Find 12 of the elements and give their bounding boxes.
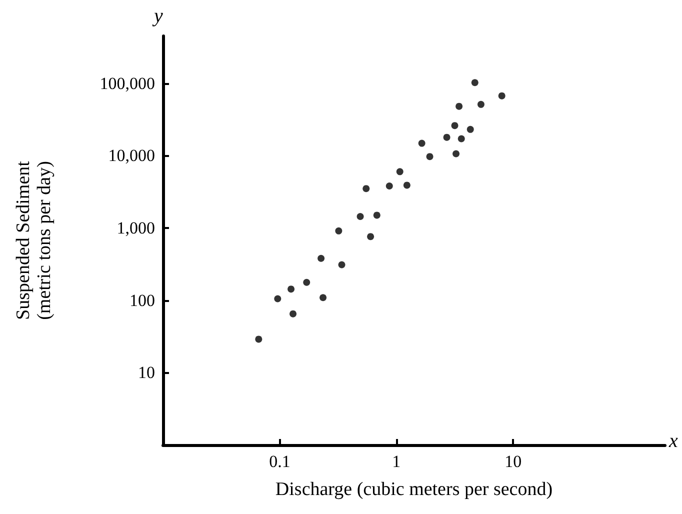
y-tick-label: 100,000 (100, 74, 155, 93)
x-tick-label: 0.1 (269, 452, 290, 471)
x-tick-label: 1 (392, 452, 401, 471)
text: y (152, 5, 163, 27)
x-tick-label: 10 (504, 452, 522, 471)
y-axis-title: Suspended Sediment (metric tons per day) (13, 160, 55, 320)
y-tick-label: 100 (130, 290, 155, 310)
x-axis-title: Discharge (cubic meters per second) (275, 479, 553, 500)
y-tick-label: 10 (138, 363, 155, 382)
y-tick-label: 10,000 (108, 146, 155, 166)
y-tick-label: 1,000 (116, 218, 155, 238)
text: x (668, 430, 678, 452)
